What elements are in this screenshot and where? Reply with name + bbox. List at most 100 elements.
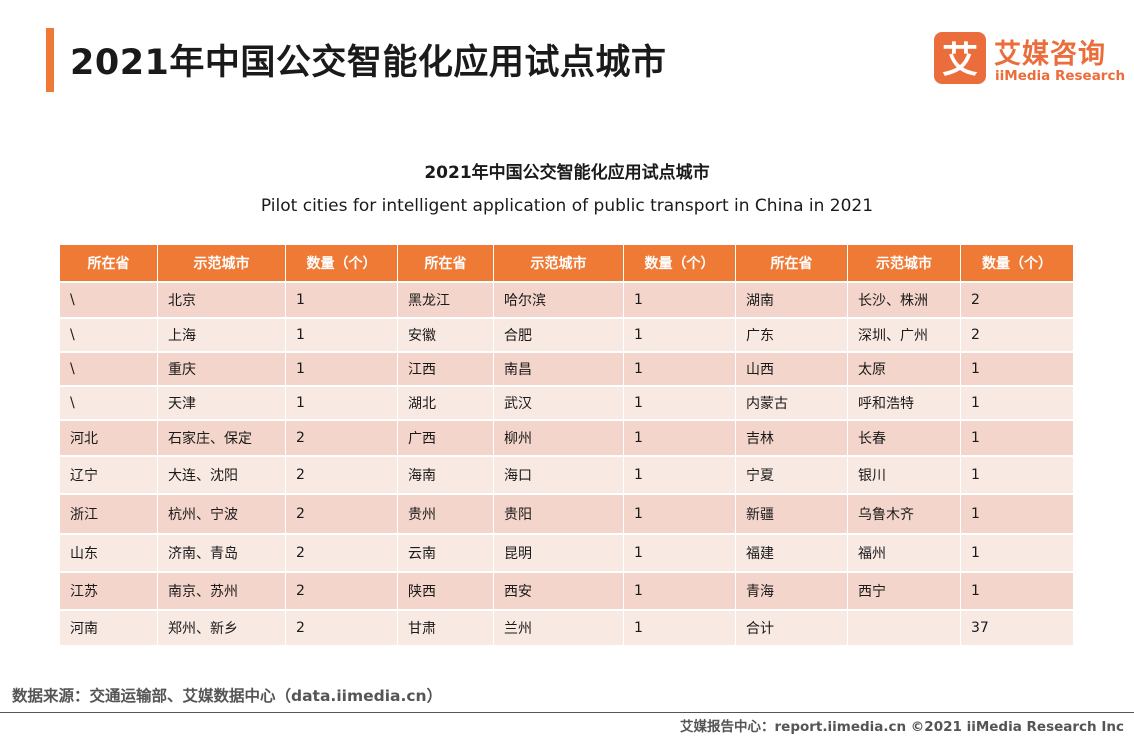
table-subtitle: Pilot cities for intelligent application… (260, 196, 874, 216)
cell-province: 青海 (736, 571, 848, 609)
table-title: 2021年中国公交智能化应用试点城市 (424, 163, 710, 183)
data-source-note: 数据来源：交通运输部、艾媒数据中心（data.iimedia.cn） (12, 687, 443, 705)
cell-count: 37 (961, 609, 1073, 645)
cell-province: 海南 (398, 455, 494, 493)
cell-count: 1 (286, 351, 398, 385)
cell-city: 兰州 (494, 609, 624, 645)
cell-city: 合肥 (494, 317, 624, 351)
footer-credit: 艾媒报告中心：report.iimedia.cn ©2021 iiMedia R… (680, 719, 1124, 735)
cell-city (848, 609, 961, 645)
cell-province: 山西 (736, 351, 848, 385)
cell-city: 上海 (158, 317, 286, 351)
title-accent-bar (46, 28, 54, 92)
table-row: 浙江 杭州、宁波 2 贵州 贵阳 1 新疆 乌鲁木齐 1 (60, 493, 1073, 533)
cell-province: 湖北 (398, 385, 494, 419)
cell-province: 河北 (60, 419, 158, 455)
cell-city: 济南、青岛 (158, 533, 286, 571)
cell-count: 1 (624, 609, 736, 645)
cell-city: 重庆 (158, 351, 286, 385)
cell-count: 2 (286, 609, 398, 645)
cell-city: 银川 (848, 455, 961, 493)
cell-province: 江西 (398, 351, 494, 385)
cell-count: 1 (961, 493, 1073, 533)
cell-province: 山东 (60, 533, 158, 571)
cell-province: 福建 (736, 533, 848, 571)
cell-province: 云南 (398, 533, 494, 571)
footer-divider (0, 712, 1134, 713)
cell-city: 哈尔滨 (494, 281, 624, 317)
cell-count: 1 (624, 455, 736, 493)
cell-province: 吉林 (736, 419, 848, 455)
cell-count: 1 (624, 351, 736, 385)
header-count: 数量（个） (624, 245, 736, 281)
cell-count: 1 (961, 351, 1073, 385)
cell-province: 江苏 (60, 571, 158, 609)
cell-city: 福州 (848, 533, 961, 571)
header-count: 数量（个） (961, 245, 1073, 281)
cell-province: 新疆 (736, 493, 848, 533)
cell-province: \ (60, 317, 158, 351)
cell-count: 2 (961, 317, 1073, 351)
cell-province: 浙江 (60, 493, 158, 533)
cell-city: 海口 (494, 455, 624, 493)
cell-province: 宁夏 (736, 455, 848, 493)
cell-province: \ (60, 281, 158, 317)
cell-city: 柳州 (494, 419, 624, 455)
logo-name-en: iiMedia Research (995, 68, 1126, 84)
table-row: \ 上海 1 安徽 合肥 1 广东 深圳、广州 2 (60, 317, 1073, 351)
table-row: 辽宁 大连、沈阳 2 海南 海口 1 宁夏 银川 1 (60, 455, 1073, 493)
cell-city: 西宁 (848, 571, 961, 609)
table-row: \ 天津 1 湖北 武汉 1 内蒙古 呼和浩特 1 (60, 385, 1073, 419)
logo-name-cn: 艾媒咨询 (994, 39, 1106, 70)
cell-count: 2 (286, 455, 398, 493)
cell-count: 1 (286, 385, 398, 419)
table-row: 河北 石家庄、保定 2 广西 柳州 1 吉林 长春 1 (60, 419, 1073, 455)
cell-city: 石家庄、保定 (158, 419, 286, 455)
header-province: 所在省 (736, 245, 848, 281)
logo-mark-icon: 艾 (934, 32, 986, 84)
cell-province: 广西 (398, 419, 494, 455)
cell-province: \ (60, 385, 158, 419)
cell-count: 1 (624, 533, 736, 571)
table-row: \ 北京 1 黑龙江 哈尔滨 1 湖南 长沙、株洲 2 (60, 281, 1073, 317)
cell-province: 湖南 (736, 281, 848, 317)
cell-count: 1 (286, 317, 398, 351)
cell-city: 南京、苏州 (158, 571, 286, 609)
cell-province: 黑龙江 (398, 281, 494, 317)
header-city: 示范城市 (848, 245, 961, 281)
cell-city: 武汉 (494, 385, 624, 419)
cell-count: 2 (286, 533, 398, 571)
header-count: 数量（个） (286, 245, 398, 281)
pilot-cities-table: 所在省 示范城市 数量（个） 所在省 示范城市 数量（个） 所在省 示范城市 数… (60, 245, 1073, 645)
cell-province: 陕西 (398, 571, 494, 609)
cell-province: 安徽 (398, 317, 494, 351)
table-row: \ 重庆 1 江西 南昌 1 山西 太原 1 (60, 351, 1073, 385)
cell-count: 2 (286, 493, 398, 533)
cell-province: 合计 (736, 609, 848, 645)
cell-count: 1 (624, 571, 736, 609)
table-row: 江苏 南京、苏州 2 陕西 西安 1 青海 西宁 1 (60, 571, 1073, 609)
cell-count: 1 (624, 317, 736, 351)
logo-mark-char: 艾 (942, 40, 978, 81)
cell-province: \ (60, 351, 158, 385)
cell-city: 昆明 (494, 533, 624, 571)
header-province: 所在省 (60, 245, 158, 281)
cell-count: 1 (961, 455, 1073, 493)
brand-logo: 艾 艾媒咨询 iiMedia Research (934, 32, 1125, 88)
cell-city: 长沙、株洲 (848, 281, 961, 317)
cell-count: 1 (286, 281, 398, 317)
cell-city: 深圳、广州 (848, 317, 961, 351)
cell-city: 贵阳 (494, 493, 624, 533)
page-title: 2021年中国公交智能化应用试点城市 (70, 43, 667, 83)
cell-province: 内蒙古 (736, 385, 848, 419)
header-province: 所在省 (398, 245, 494, 281)
cell-province: 辽宁 (60, 455, 158, 493)
table-header-row: 所在省 示范城市 数量（个） 所在省 示范城市 数量（个） 所在省 示范城市 数… (60, 245, 1073, 281)
cell-city: 大连、沈阳 (158, 455, 286, 493)
cell-city: 郑州、新乡 (158, 609, 286, 645)
cell-province: 河南 (60, 609, 158, 645)
cell-province: 广东 (736, 317, 848, 351)
cell-city: 北京 (158, 281, 286, 317)
cell-count: 1 (624, 281, 736, 317)
cell-city: 呼和浩特 (848, 385, 961, 419)
